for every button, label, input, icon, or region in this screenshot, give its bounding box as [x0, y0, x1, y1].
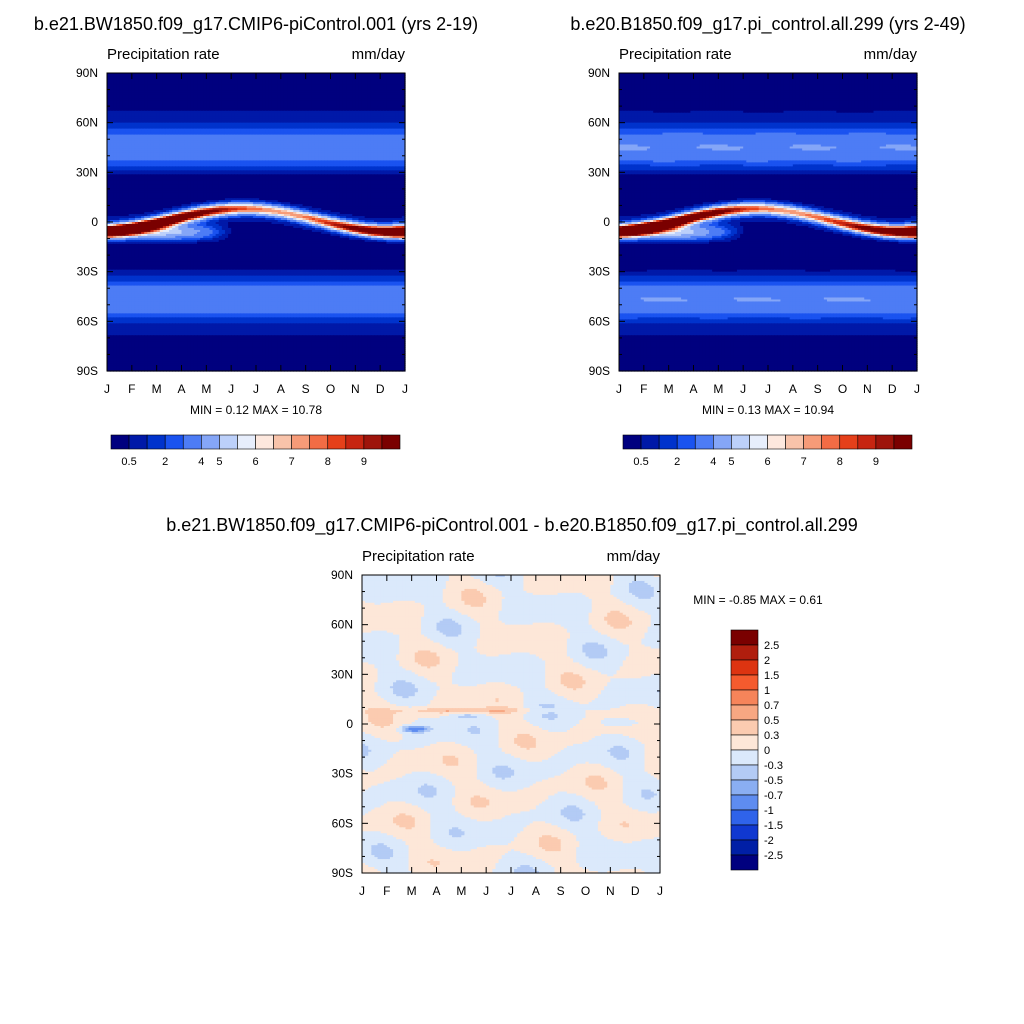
panel-1-contour-map [107, 73, 406, 372]
panel-control-bw1850: b.e21.BW1850.f09_g17.CMIP6-piControl.001… [34, 14, 478, 468]
panel-1-variable-label: Precipitation rate [107, 46, 220, 63]
panel-1-units-label: mm/day [352, 46, 406, 63]
panel-1-title: b.e21.BW1850.f09_g17.CMIP6-piControl.001… [34, 14, 478, 35]
